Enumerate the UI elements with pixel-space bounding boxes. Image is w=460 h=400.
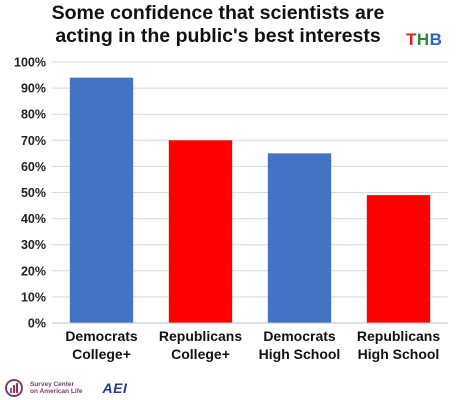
- y-tick-label: 50%: [21, 186, 46, 200]
- x-tick-label-line: Republicans: [356, 328, 441, 344]
- chart-title-line-2: acting in the public's best interests: [55, 25, 381, 47]
- survey-center-logo-text: Survey Center on American Life: [30, 381, 83, 395]
- x-tick-label: Democrats High School: [250, 327, 350, 363]
- x-tick-label-line: High School: [258, 346, 341, 362]
- x-tick-label: Republicans High School: [349, 327, 449, 363]
- thb-letter-t: T: [406, 30, 417, 49]
- y-tick-label: 0%: [28, 317, 46, 331]
- survey-center-line-1: Survey Center: [30, 381, 75, 388]
- x-tick-label-line: High School: [357, 346, 440, 362]
- y-tick-label: 30%: [21, 238, 46, 252]
- survey-center-line-2: on American Life: [30, 388, 83, 395]
- x-tick-label-line: College+: [72, 346, 131, 362]
- thb-letter-h: H: [416, 30, 430, 49]
- x-tick-label: Republicans College+: [151, 327, 251, 363]
- survey-center-logo-icon: [5, 379, 23, 397]
- chart-title-line-1: Some confidence that scientists are: [51, 2, 385, 24]
- bar: [267, 153, 332, 323]
- aei-logo: AEI: [102, 380, 128, 396]
- thb-letter-b: B: [429, 30, 443, 49]
- y-tick-label: 20%: [21, 264, 46, 278]
- y-tick-label: 10%: [21, 290, 46, 304]
- bar: [168, 140, 233, 323]
- y-tick-label: 80%: [21, 108, 46, 122]
- x-tick-label-line: Republicans: [158, 328, 243, 344]
- bar: [366, 195, 431, 323]
- footer-logos: Survey Center on American Life AEI: [4, 377, 127, 399]
- y-tick-label: 60%: [21, 160, 46, 174]
- x-tick-label-line: Democrats: [65, 328, 138, 344]
- y-tick-label: 100%: [14, 56, 46, 70]
- y-tick-label: 70%: [21, 134, 46, 148]
- y-tick-label: 90%: [21, 82, 46, 96]
- y-tick-label: 40%: [21, 212, 46, 226]
- x-tick-label-line: Democrats: [263, 328, 336, 344]
- x-tick-label-line: College+: [171, 346, 230, 362]
- thb-logo: THB: [406, 30, 442, 50]
- x-tick-label: Democrats College+: [52, 327, 152, 363]
- chart-title: Some confidence that scientists are acti…: [38, 2, 398, 48]
- bar: [69, 77, 134, 323]
